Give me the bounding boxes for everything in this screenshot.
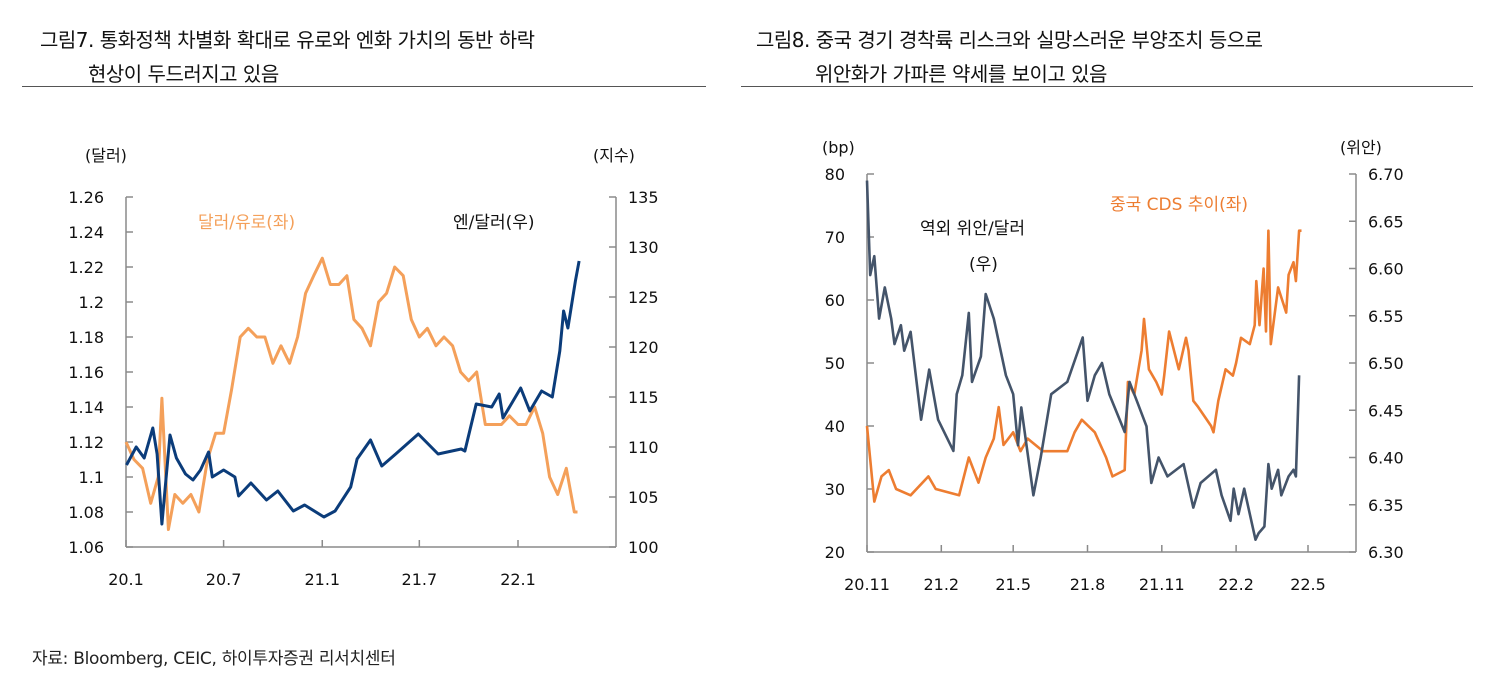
- chart1-right-tick-label: 125: [628, 288, 659, 307]
- chart2-left-tick-label: 40: [825, 417, 845, 436]
- chart2-right-tick-label: 6.35: [1368, 496, 1404, 515]
- chart2-x-tick-label: 22.5: [1290, 575, 1326, 594]
- chart1-left-unit: (달러): [85, 146, 127, 165]
- chart2-legend-cny-line1: 역외 위안/달러: [920, 219, 1025, 239]
- chart1-right-tick-label: 115: [628, 388, 659, 407]
- chart1-right-unit: (지수): [593, 146, 635, 165]
- chart2-series-2-line: [865, 180, 1301, 542]
- chart2-right-tick-label: 6.55: [1368, 307, 1404, 326]
- source-note: 자료: Bloomberg, CEIC, 하이투자증권 리서치센터: [32, 649, 396, 669]
- chart2-left-unit: (bp): [822, 138, 855, 157]
- chart2-x-tick-label: 21.8: [1070, 575, 1106, 594]
- chart1-x-tick-label: 21.7: [402, 570, 438, 589]
- chart2-right-tick-label: 6.60: [1368, 260, 1404, 279]
- chart2-left-tick-label: 80: [825, 165, 845, 184]
- chart1-left-tick-label: 1.22: [68, 258, 104, 277]
- chart1-x-tick-label: 20.1: [108, 570, 144, 589]
- chart2-x-tick-label: 22.2: [1218, 575, 1254, 594]
- figure7-divider: [22, 86, 706, 87]
- chart1-left-tick-label: 1.14: [68, 398, 104, 417]
- chart1-x-tick-label: 21.1: [304, 570, 340, 589]
- chart2-right-tick-label: 6.50: [1368, 354, 1404, 373]
- chart1-left-tick-label: 1.1: [79, 468, 104, 487]
- figure8-title-line2: 위안화가 가파른 약세를 보이고 있음: [815, 62, 1107, 86]
- chart1-left-tick-label: 1.06: [68, 538, 104, 557]
- chart2-right-unit: (위안): [1340, 138, 1382, 157]
- chart1-right-tick-label: 130: [628, 238, 659, 257]
- chart1-legend-usdjpy: 엔/달러(우): [453, 213, 535, 233]
- chart2-x-tick-label: 20.11: [844, 575, 890, 594]
- chart2-left-tick-label: 50: [825, 354, 845, 373]
- chart2-right-tick-label: 6.70: [1368, 165, 1404, 184]
- chart1-legend-eurusd: 달러/유로(좌): [198, 213, 295, 233]
- chart1-series-2-line: [125, 260, 581, 526]
- chart1-x-tick-label: 20.7: [206, 570, 242, 589]
- figure7-title-line1: 그림7. 통화정책 차별화 확대로 유로와 엔화 가치의 동반 하락: [40, 28, 535, 52]
- chart2-x-tick-label: 21.11: [1139, 575, 1185, 594]
- figure8-divider: [741, 86, 1473, 87]
- chart1-right-tick-label: 135: [628, 188, 659, 207]
- chart2-series-1-line: [865, 229, 1302, 503]
- chart2-legend-cny-line2: (우): [969, 255, 998, 275]
- chart1-left-tick-label: 1.24: [68, 223, 104, 242]
- chart2-right-tick-label: 6.40: [1368, 449, 1404, 468]
- chart2-left-tick-label: 20: [825, 543, 845, 562]
- chart1-right-tick-label: 120: [628, 338, 659, 357]
- chart2-left-tick-label: 60: [825, 291, 845, 310]
- chart1-left-tick-label: 1.26: [68, 188, 104, 207]
- chart1-x-tick-label: 22.1: [500, 570, 536, 589]
- chart2-legend-cds: 중국 CDS 추이(좌): [1110, 195, 1248, 215]
- chart2-right-tick-label: 6.45: [1368, 401, 1404, 420]
- chart2-x-tick-label: 21.2: [923, 575, 959, 594]
- chart2-right-tick-label: 6.65: [1368, 212, 1404, 231]
- chart2-left-tick-label: 30: [825, 480, 845, 499]
- chart1-series-1-line: [124, 256, 578, 531]
- chart1-left-tick-label: 1.18: [68, 328, 104, 347]
- chart1-right-tick-label: 110: [628, 438, 659, 457]
- chart2-left-tick-label: 70: [825, 228, 845, 247]
- chart1-left-tick-label: 1.16: [68, 363, 104, 382]
- figure7-title-line2: 현상이 두드러지고 있음: [88, 62, 279, 86]
- chart1-right-tick-label: 105: [628, 488, 659, 507]
- chart1-left-tick-label: 1.12: [68, 433, 104, 452]
- chart1-left-tick-label: 1.2: [79, 293, 104, 312]
- chart1-right-tick-label: 100: [628, 538, 659, 557]
- figure8-title-line1: 그림8. 중국 경기 경착륙 리스크와 실망스러운 부양조치 등으로: [756, 28, 1263, 52]
- chart1-left-tick-label: 1.08: [68, 503, 104, 522]
- chart2-x-tick-label: 21.5: [995, 575, 1031, 594]
- chart2-right-tick-label: 6.30: [1368, 543, 1404, 562]
